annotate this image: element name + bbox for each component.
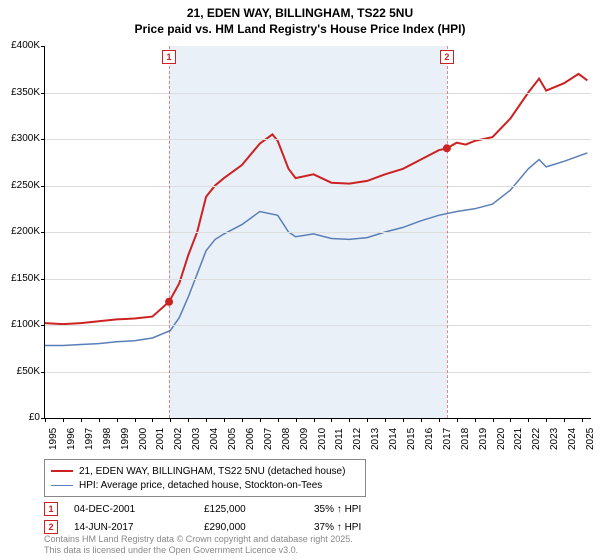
- y-axis-label: £200K: [0, 226, 40, 237]
- x-axis-label: 1998: [102, 428, 113, 450]
- sale-marker-box: 2: [440, 50, 454, 64]
- legend-item-hpi: HPI: Average price, detached house, Stoc…: [51, 478, 359, 492]
- y-axis-label: £400K: [0, 40, 40, 51]
- y-axis-label: £100K: [0, 319, 40, 330]
- x-axis-label: 2000: [138, 428, 149, 450]
- x-axis-label: 2007: [263, 428, 274, 450]
- legend-item-subject: 21, EDEN WAY, BILLINGHAM, TS22 5NU (deta…: [51, 464, 359, 478]
- title-line-1: 21, EDEN WAY, BILLINGHAM, TS22 5NU: [0, 6, 600, 22]
- x-axis-label: 2001: [155, 428, 166, 450]
- y-axis-label: £50K: [0, 366, 40, 377]
- legend-label-subject: 21, EDEN WAY, BILLINGHAM, TS22 5NU (deta…: [79, 466, 345, 477]
- x-axis-label: 2017: [442, 428, 453, 450]
- sale-row: 214-JUN-2017£290,00037% ↑ HPI: [44, 518, 424, 536]
- x-axis-label: 2003: [191, 428, 202, 450]
- sales-table: 104-DEC-2001£125,00035% ↑ HPI214-JUN-201…: [44, 500, 424, 536]
- x-axis-label: 2004: [209, 428, 220, 450]
- x-axis-label: 1995: [48, 428, 59, 450]
- x-axis-label: 2022: [531, 428, 542, 450]
- credit-line-2: This data is licensed under the Open Gov…: [44, 545, 353, 556]
- y-axis-label: £150K: [0, 273, 40, 284]
- sale-marker-box: 1: [162, 50, 176, 64]
- legend-box: 21, EDEN WAY, BILLINGHAM, TS22 5NU (deta…: [44, 459, 366, 497]
- x-axis-label: 2010: [317, 428, 328, 450]
- legend-swatch-subject: [51, 470, 73, 472]
- x-axis-label: 2015: [406, 428, 417, 450]
- x-axis-label: 2014: [388, 428, 399, 450]
- x-axis-label: 1997: [84, 428, 95, 450]
- x-axis-label: 2025: [585, 428, 596, 450]
- x-axis-label: 2013: [370, 428, 381, 450]
- x-axis-label: 2021: [513, 428, 524, 450]
- x-axis-label: 1999: [120, 428, 131, 450]
- x-axis-label: 2011: [334, 428, 345, 450]
- x-axis-label: 2006: [245, 428, 256, 450]
- x-axis-label: 2016: [424, 428, 435, 450]
- sale-row: 104-DEC-2001£125,00035% ↑ HPI: [44, 500, 424, 518]
- credit-line-1: Contains HM Land Registry data © Crown c…: [44, 534, 353, 545]
- title-line-2: Price paid vs. HM Land Registry's House …: [0, 22, 600, 38]
- x-axis-label: 2012: [352, 428, 363, 450]
- credit-text: Contains HM Land Registry data © Crown c…: [44, 534, 353, 556]
- y-axis-label: £250K: [0, 180, 40, 191]
- chart-title: 21, EDEN WAY, BILLINGHAM, TS22 5NU Price…: [0, 0, 600, 37]
- legend-swatch-hpi: [51, 485, 73, 486]
- x-axis-label: 2024: [567, 428, 578, 450]
- x-axis-label: 2023: [549, 428, 560, 450]
- plot-area: 12: [44, 46, 591, 419]
- x-axis-label: 2020: [496, 428, 507, 450]
- y-axis-label: £300K: [0, 133, 40, 144]
- x-axis-label: 2005: [227, 428, 238, 450]
- x-axis-label: 2018: [460, 428, 471, 450]
- y-axis-label: £0: [0, 412, 40, 423]
- legend-label-hpi: HPI: Average price, detached house, Stoc…: [79, 480, 322, 491]
- x-axis-label: 2009: [299, 428, 310, 450]
- x-axis-label: 2019: [478, 428, 489, 450]
- x-axis-label: 2002: [173, 428, 184, 450]
- y-axis-label: £350K: [0, 87, 40, 98]
- x-axis-label: 1996: [66, 428, 77, 450]
- x-axis-label: 2008: [281, 428, 292, 450]
